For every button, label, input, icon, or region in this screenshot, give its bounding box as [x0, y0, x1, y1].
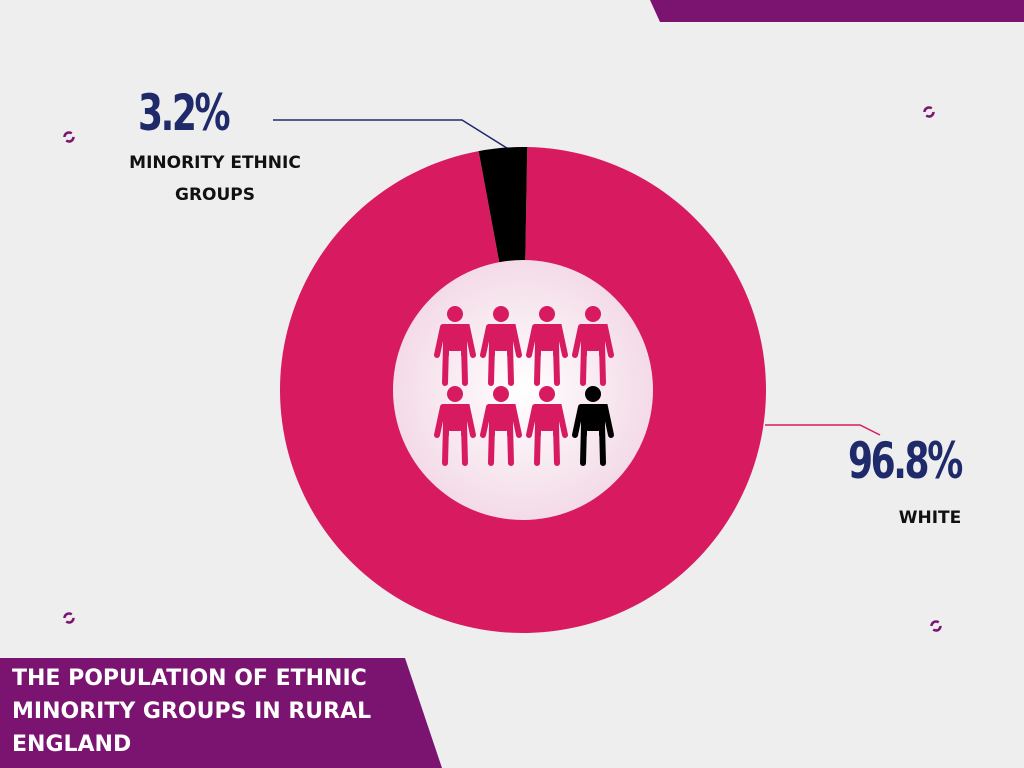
value-label: 3.2%: [138, 84, 231, 142]
person-torso: [491, 325, 511, 351]
person-icon: [572, 386, 614, 466]
leader-line: [765, 424, 881, 436]
person-icon: [526, 386, 568, 466]
person-torso: [491, 405, 511, 431]
person-icon: [434, 306, 476, 386]
person-torso: [537, 405, 557, 431]
category-label: WHITE: [898, 508, 962, 528]
person-head: [447, 306, 463, 322]
top-band: [650, 0, 1024, 22]
person-torso: [445, 325, 465, 351]
title-box: [0, 658, 442, 768]
person-torso: [583, 325, 603, 351]
leader-line: [273, 119, 511, 151]
category-label: MINORITY ETHNIC GROUPS: [129, 153, 301, 205]
person-head: [539, 306, 555, 322]
person-icon: [480, 306, 522, 386]
donut-center: [393, 260, 653, 520]
person-head: [493, 306, 509, 322]
person-head: [493, 386, 509, 402]
person-head: [585, 386, 601, 402]
person-head: [585, 306, 601, 322]
person-torso: [583, 405, 603, 431]
donut-slice: [478, 146, 528, 268]
value-label: 96.8%: [848, 432, 963, 490]
person-torso: [445, 405, 465, 431]
person-icon: [434, 386, 476, 466]
person-head: [447, 386, 463, 402]
donut-slice: [280, 147, 767, 633]
person-torso: [537, 325, 557, 351]
person-head: [539, 386, 555, 402]
person-icon: [526, 306, 568, 386]
person-icon: [572, 306, 614, 386]
person-icon: [480, 386, 522, 466]
chart-title: THE POPULATION OF ETHNIC MINORITY GROUPS…: [12, 666, 372, 757]
ornaments: [63, 106, 942, 632]
